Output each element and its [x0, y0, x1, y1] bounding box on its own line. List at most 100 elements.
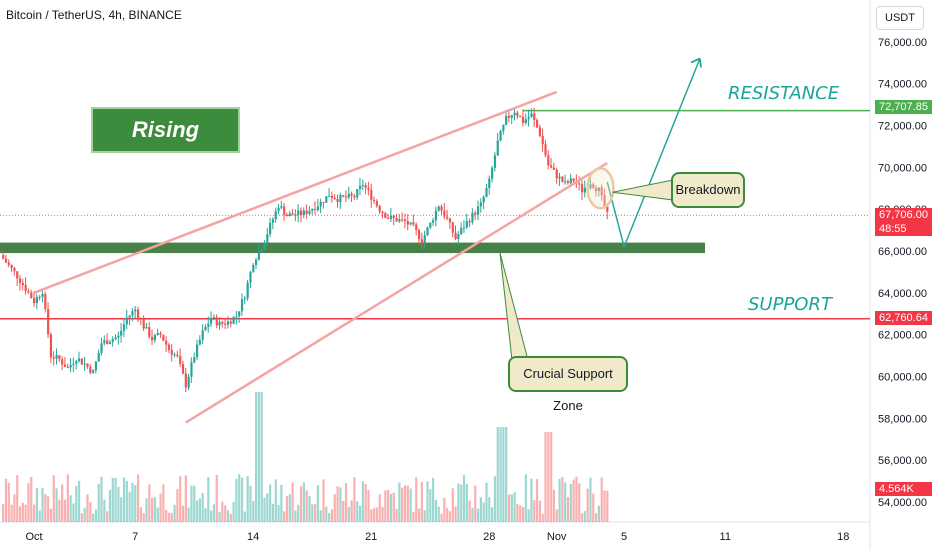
volume-bar: [83, 508, 86, 522]
volume-bar: [569, 483, 572, 522]
candle-body: [117, 335, 120, 338]
volume-bar: [597, 505, 601, 522]
candle-body: [395, 217, 398, 222]
volume-bar: [176, 488, 179, 522]
volume-bar: [193, 485, 196, 522]
candle-body: [311, 208, 314, 211]
countdown-tag: 48:55: [875, 222, 932, 236]
candle-body: [210, 318, 213, 324]
x-tick-label: 7: [132, 531, 138, 543]
volume-bar: [316, 485, 320, 522]
candle-body: [263, 242, 266, 250]
candle-body: [384, 213, 387, 218]
volume-bar: [415, 477, 418, 522]
candle-body: [173, 354, 176, 356]
volume-bar: [254, 392, 258, 522]
volume-bar: [420, 481, 423, 522]
volume-bar: [395, 509, 398, 522]
volume-bar: [4, 478, 8, 522]
candle-body: [195, 344, 199, 358]
candle-body: [356, 189, 359, 198]
candle-body: [401, 219, 404, 221]
volume-bar: [47, 496, 50, 522]
volume-bar: [550, 432, 553, 522]
volume-bar: [555, 509, 558, 522]
candle-body: [381, 211, 384, 214]
candle-body: [136, 309, 140, 319]
volume-bar: [35, 487, 39, 522]
volume-bar: [448, 511, 452, 522]
volume-bar: [580, 513, 584, 522]
volume-bar: [434, 499, 438, 522]
candle-body: [162, 334, 165, 341]
candle-body: [271, 219, 275, 223]
candle-body: [535, 119, 539, 128]
volume-bar: [468, 500, 471, 522]
volume-bar: [426, 481, 429, 522]
candle-body: [4, 258, 8, 263]
y-tick-label: 72,000.00: [878, 120, 927, 132]
y-tick-label: 76,000.00: [878, 37, 927, 49]
candle-body: [69, 364, 72, 368]
candle-body: [432, 220, 435, 223]
candle-body: [342, 195, 345, 197]
volume-bar: [370, 509, 373, 522]
volume-bar: [117, 486, 120, 522]
volume-bar: [49, 508, 53, 522]
candle-body: [131, 311, 134, 316]
candle-body: [420, 239, 423, 244]
volume-bar: [457, 483, 460, 522]
volume-bar: [215, 474, 218, 522]
volume-bar: [575, 476, 578, 522]
volume-bar: [465, 483, 468, 522]
candle-body: [24, 285, 27, 292]
candle-body: [159, 333, 162, 335]
candle-body: [58, 355, 61, 360]
volume-bar: [103, 499, 106, 522]
volume-bar: [221, 501, 224, 522]
volume-bar: [212, 504, 216, 522]
volume-bar: [10, 504, 13, 522]
candle-body: [344, 196, 348, 198]
candle-body: [252, 264, 255, 272]
candle-body: [521, 116, 525, 123]
candle-body: [328, 195, 331, 197]
volume-bar: [502, 427, 505, 522]
candle-body: [243, 298, 246, 300]
volume-bar: [204, 508, 207, 522]
volume-bar: [479, 497, 482, 522]
candle-body: [471, 212, 474, 223]
volume-bar: [493, 476, 497, 522]
volume-bar: [266, 493, 269, 522]
candle-body: [153, 335, 157, 341]
volume-bar: [66, 474, 69, 522]
volume-bar: [260, 392, 263, 522]
volume-bar: [451, 488, 454, 522]
candle-body: [18, 278, 22, 284]
candle-body: [578, 183, 581, 185]
volume-bar: [198, 498, 201, 522]
volume-bar: [271, 503, 275, 522]
y-tick-label: 60,000.00: [878, 371, 927, 383]
candle-body: [145, 327, 148, 329]
candle-body: [415, 224, 418, 231]
candle-body: [330, 195, 334, 198]
candle-body: [215, 317, 218, 326]
volume-bar: [389, 493, 393, 522]
currency-button[interactable]: USDT: [876, 6, 924, 30]
candle-body: [502, 124, 505, 132]
volume-bar: [521, 506, 525, 522]
volume-bar: [311, 504, 314, 522]
candle-body: [409, 222, 412, 225]
candle-body: [249, 271, 252, 283]
volume-bar: [378, 494, 381, 522]
volume-bar: [218, 511, 221, 522]
volume-bar: [252, 500, 255, 522]
candle-body: [201, 330, 204, 340]
breakdown-callout: Breakdown: [671, 172, 745, 208]
volume-bar: [13, 494, 16, 522]
volume-bar: [173, 504, 176, 522]
candle-body: [226, 321, 230, 325]
